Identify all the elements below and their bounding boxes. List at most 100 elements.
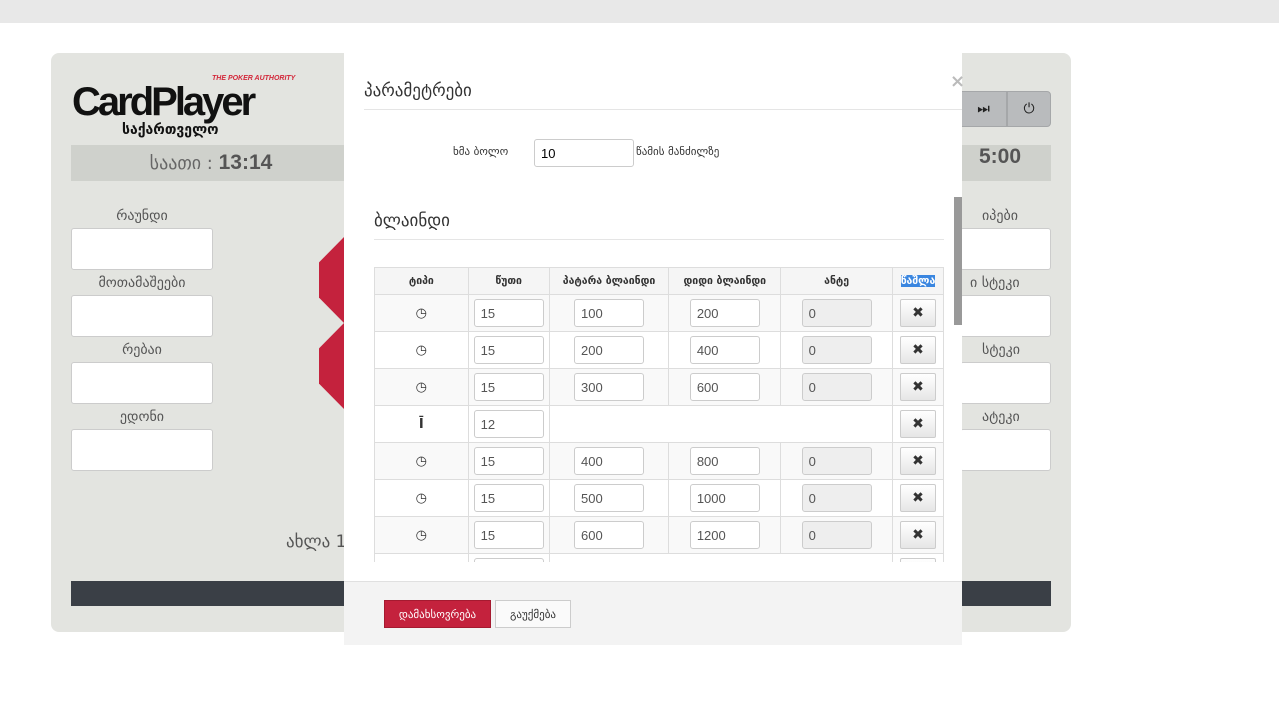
delete-row-button[interactable]: ✖ [900,521,937,549]
stack-label-1: ი სტეკი [970,275,1020,291]
delete-row-button[interactable]: ✖ [900,299,937,327]
type-cell: ◷ [374,442,469,480]
type-cell: ◷ [374,479,469,517]
clock-label: საათი : [149,153,213,174]
clock-icon: ◷ [415,490,428,506]
clock-display: საათი : 13:14 [71,145,351,181]
big-blind-input[interactable] [689,299,760,327]
big-blind-input[interactable] [689,336,760,364]
small-blind-input[interactable] [574,299,645,327]
close-icon[interactable]: × [950,71,966,92]
delete-row-button[interactable]: ✖ [900,558,937,562]
type-cell: Ῑ [374,405,469,443]
chips-label: იპები [982,208,1018,224]
skip-forward-icon: ⏭ [977,101,990,117]
minutes-input[interactable] [473,299,544,327]
modal-footer: დამახსოვრება გაუქმება [344,581,962,645]
rebuy-field [71,362,213,404]
type-cell: ◷ [374,331,469,369]
delete-row-button[interactable]: ✖ [900,373,937,401]
players-label: მოთამაშეები [98,275,186,291]
cancel-button[interactable]: გაუქმება [495,600,571,628]
minutes-input[interactable] [473,447,544,475]
ante-input [801,521,872,549]
col-delete-label: წაშლა [900,275,936,287]
cocktail-break-icon: Ῑ [418,416,424,432]
chips-field [960,228,1051,270]
type-cell: Ῑ [374,553,469,562]
delete-icon: ✖ [912,527,924,543]
next-button[interactable]: ⏭ [960,91,1007,127]
delete-row-button[interactable]: ✖ [900,447,937,475]
delete-icon: ✖ [912,342,924,358]
stack-field-1 [960,295,1051,337]
blind-row: ◷✖ [374,368,944,406]
ante-input [801,299,872,327]
blind-row: ◷✖ [374,294,944,332]
blind-row: ◷✖ [374,516,944,554]
power-icon: ⏻ [1023,101,1035,117]
blind-row: ◷✖ [374,442,944,480]
small-blind-input[interactable] [574,373,645,401]
break-spacer [548,553,894,562]
col-small-blind: პატარა ბლაინდი [548,267,670,295]
ante-input [801,447,872,475]
type-cell: ◷ [374,294,469,332]
addon-label: ედონი [119,409,165,425]
type-cell: ◷ [374,516,469,554]
blinds-title: ბლაინდი [374,211,450,231]
logo-country: საქართველო [122,122,219,138]
addon-field [71,429,213,471]
delete-row-button[interactable]: ✖ [900,336,937,364]
minutes-input[interactable] [473,373,544,401]
divider [364,109,962,110]
sound-label: ხმა ბოლო [453,145,509,158]
sound-seconds-input[interactable] [534,139,634,167]
browser-top-band [0,0,1279,23]
delete-icon: ✖ [912,379,924,395]
minutes-input[interactable] [473,410,544,438]
delete-row-button[interactable]: ✖ [900,410,937,438]
divider [374,239,944,240]
clock-icon: ◷ [415,379,428,395]
blinds-table: ტიპი წუთი პატარა ბლაინდი დიდი ბლაინდი ან… [374,267,944,562]
delete-icon: ✖ [912,490,924,506]
stack-field-3 [960,429,1051,471]
minutes-input[interactable] [473,558,544,562]
clock-icon: ◷ [415,453,428,469]
clock-value: 13:14 [218,151,273,174]
scrollbar-thumb[interactable] [954,197,962,325]
col-type: ტიპი [374,267,469,295]
delete-icon: ✖ [912,453,924,469]
round-label: რაუნდი [116,208,168,224]
big-blind-input[interactable] [689,521,760,549]
col-minutes: წუთი [467,267,550,295]
big-blind-input[interactable] [689,484,760,512]
small-blind-input[interactable] [574,336,645,364]
clock-icon: ◷ [415,305,428,321]
minutes-input[interactable] [473,336,544,364]
col-ante: ანტე [780,267,894,295]
big-blind-input[interactable] [689,447,760,475]
ante-input [801,484,872,512]
big-blind-input[interactable] [689,373,760,401]
power-button[interactable]: ⏻ [1007,91,1051,127]
clock-icon: ◷ [415,527,428,543]
modal-title: პარამეტრები [364,81,472,101]
delete-row-button[interactable]: ✖ [900,484,937,512]
now-text: ახლა 1 [286,532,347,552]
small-blind-input[interactable] [574,447,645,475]
small-blind-input[interactable] [574,484,645,512]
stack-field-2 [960,362,1051,404]
minutes-input[interactable] [473,484,544,512]
stack-label-2: სტეკი [982,342,1020,358]
minutes-input[interactable] [473,521,544,549]
small-blind-input[interactable] [574,521,645,549]
delete-icon: ✖ [912,305,924,321]
ante-input [801,373,872,401]
round-field [71,228,213,270]
save-button[interactable]: დამახსოვრება [384,600,491,628]
blind-row: ◷✖ [374,331,944,369]
cardplayer-logo: THE POKER AUTHORITY CardPlayer საქართველ… [72,74,302,140]
logo-text: CardPlayer [72,80,256,124]
